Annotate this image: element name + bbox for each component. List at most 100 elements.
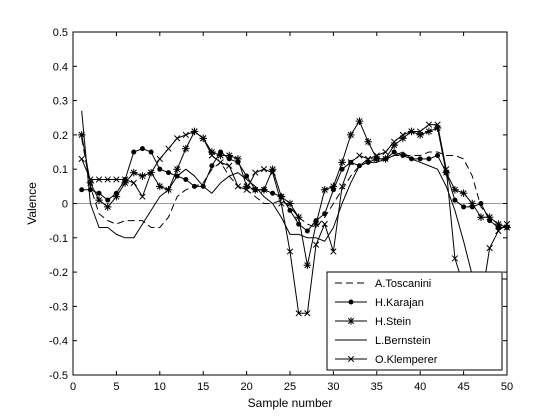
x-tick-label: 30 (327, 381, 339, 393)
data-point-h-karajan (183, 176, 189, 182)
y-tick-label: 0 (62, 199, 68, 211)
data-point-h-stein (373, 155, 381, 163)
data-point-h-stein (329, 182, 338, 191)
data-point-o-klemperer (278, 200, 285, 207)
y-tick-label: 0.4 (53, 61, 68, 73)
data-point-o-klemperer (234, 183, 242, 190)
data-point-h-stein (433, 124, 442, 132)
y-tick-label: 0.2 (53, 130, 68, 142)
data-point-o-klemperer (191, 128, 198, 135)
x-tick-label: 50 (501, 381, 513, 393)
data-point-o-klemperer (347, 159, 354, 166)
y-tick-label: 0.5 (53, 27, 68, 39)
legend-entry-h-stein: H.Stein (335, 316, 411, 328)
data-point-h-karajan (165, 170, 171, 176)
data-point-h-stein (338, 158, 346, 167)
x-tick-label: 35 (371, 381, 383, 393)
data-point-o-klemperer (425, 121, 433, 128)
data-point-h-stein (234, 155, 242, 163)
data-point-h-stein (390, 141, 398, 149)
data-point-h-stein (129, 168, 138, 177)
legend: A.Toscanini H.Karajan H.Stein L.Bernstein O.… (326, 271, 503, 371)
y-tick-label: -0.5 (49, 370, 68, 382)
data-point-o-klemperer (243, 186, 250, 193)
data-point-h-karajan (322, 211, 328, 217)
y-tick-label: -0.3 (49, 301, 68, 313)
series-layer (77, 110, 511, 317)
y-tick-label: -0.4 (49, 336, 68, 348)
data-point-h-karajan (339, 166, 345, 172)
data-point-h-karajan (79, 187, 85, 193)
data-point-o-klemperer (208, 152, 216, 159)
data-point-o-klemperer (321, 220, 328, 228)
series-line-a-toscanini (81, 138, 508, 229)
x-tick-label: 20 (240, 381, 252, 393)
data-point-h-stein (494, 220, 503, 228)
series-h-stein (77, 117, 511, 270)
data-point-h-stein (121, 179, 129, 187)
x-tick-label: 0 (70, 381, 76, 393)
data-point-h-karajan (435, 152, 441, 158)
data-point-o-klemperer (486, 244, 493, 252)
legend-marker-h-stein (347, 317, 355, 325)
data-point-h-stein (477, 213, 485, 222)
data-point-o-klemperer (434, 121, 441, 128)
data-point-h-stein (260, 185, 268, 194)
data-point-h-stein (459, 189, 468, 198)
data-point-h-stein (320, 185, 329, 194)
data-point-h-karajan (157, 166, 163, 172)
data-point-o-klemperer (399, 131, 406, 139)
data-point-o-klemperer (104, 176, 111, 183)
data-point-h-stein (86, 179, 95, 187)
data-point-h-stein (286, 199, 294, 208)
data-point-h-stein (468, 199, 477, 208)
x-axis-label: Sample number (248, 396, 333, 410)
data-point-h-stein (182, 144, 190, 153)
data-point-o-klemperer (373, 152, 380, 159)
data-point-h-stein (268, 165, 277, 173)
data-point-h-stein (312, 220, 320, 228)
data-point-o-klemperer (217, 159, 224, 166)
data-point-o-klemperer (113, 176, 120, 183)
data-point-h-karajan (244, 173, 250, 179)
data-point-h-stein (208, 148, 216, 156)
data-point-h-stein (355, 117, 364, 125)
data-point-o-klemperer (269, 169, 276, 176)
data-point-h-stein (156, 182, 164, 191)
data-point-o-klemperer (95, 176, 103, 183)
x-tick-label: 15 (197, 381, 209, 393)
legend-label-a-toscanini: A.Toscanini (375, 278, 431, 290)
x-tick-label: 10 (154, 381, 166, 393)
data-point-o-klemperer (304, 310, 311, 317)
data-point-o-klemperer (312, 241, 320, 248)
data-point-h-stein (303, 261, 312, 270)
data-point-h-stein (294, 213, 303, 222)
legend-label-o-klemperer: O.Klemperer (375, 354, 438, 366)
data-point-h-stein (173, 165, 181, 173)
data-point-o-klemperer (174, 135, 181, 142)
legend-label-h-karajan: H.Karajan (375, 297, 424, 309)
y-tick-label: -0.1 (49, 233, 68, 245)
series-line-o-klemperer (81, 124, 508, 314)
legend-label-h-stein: H.Stein (375, 316, 411, 328)
data-point-o-klemperer (200, 135, 207, 142)
data-point-h-karajan (461, 204, 467, 210)
tick-layer: 0 5 10 15 20 25 30 35 40 45 50 -0.5 -0.4 -0.3 -0.2 -0.1… (49, 27, 513, 393)
data-point-o-klemperer (417, 128, 424, 135)
y-tick-label: -0.2 (49, 267, 68, 279)
legend-entry-o-klemperer: O.Klemperer (335, 354, 438, 366)
data-point-o-klemperer (451, 255, 459, 262)
data-point-h-stein (416, 131, 424, 139)
data-point-h-karajan (400, 152, 406, 158)
data-point-o-klemperer (364, 155, 372, 163)
data-point-h-stein (346, 131, 355, 139)
y-tick-label: 0.1 (53, 164, 68, 176)
data-point-h-stein (216, 151, 225, 160)
data-point-h-karajan (148, 149, 154, 155)
y-axis-label: Valence (25, 182, 39, 225)
data-point-h-karajan (139, 146, 145, 152)
y-tick-label: 0.3 (53, 96, 68, 108)
data-point-h-karajan (131, 149, 137, 155)
